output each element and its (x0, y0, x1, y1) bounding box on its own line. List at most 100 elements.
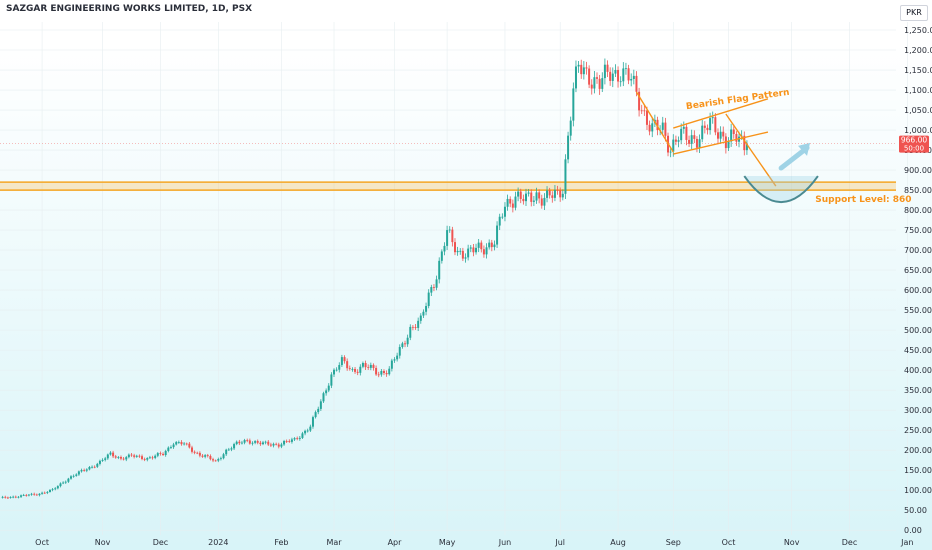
candle-body (222, 454, 225, 459)
candle-body (611, 73, 614, 81)
candle-body (719, 131, 722, 139)
candle-body (574, 66, 577, 89)
y-tick-label: 400.00 (904, 366, 932, 375)
candle-body (382, 371, 385, 374)
x-tick-label: Sep (666, 538, 681, 547)
candle-body (588, 68, 591, 85)
candle-body (114, 456, 117, 458)
candle-body (459, 250, 462, 252)
candle-body (317, 408, 320, 413)
candle-body (227, 449, 230, 451)
candle-body (488, 242, 491, 248)
candle-body (527, 192, 530, 194)
candle-body (262, 442, 264, 445)
candle-body (709, 118, 712, 131)
x-tick-label: Dec (153, 538, 168, 547)
candle-body (425, 306, 428, 312)
candle-body (338, 365, 341, 370)
candle-body (311, 417, 314, 427)
candle-body (680, 128, 683, 141)
candle-body (682, 126, 685, 129)
candle-body (590, 84, 593, 89)
candle-body (482, 249, 485, 255)
candle-body (96, 463, 99, 467)
candle-body (246, 440, 249, 441)
candle-body (490, 242, 493, 248)
candle-body (301, 433, 304, 438)
candle-body (162, 453, 165, 456)
candle-body (325, 390, 328, 394)
candle-body (556, 189, 559, 191)
candle-body (198, 452, 201, 456)
candle-body (56, 486, 59, 489)
x-tick-label: Dec (842, 538, 857, 547)
candle-body (304, 430, 307, 434)
candle-body (361, 362, 364, 367)
candle-body (59, 483, 62, 487)
candle-body (461, 250, 464, 259)
candle-body (456, 250, 459, 253)
candle-body (146, 458, 149, 460)
up-arrow-shaft (778, 145, 810, 171)
candle-body (640, 110, 643, 112)
y-tick-label: 850.00 (904, 186, 932, 195)
candle-body (714, 117, 717, 133)
candle-body (496, 225, 499, 245)
price-tag-countdown: 50:00 (904, 145, 924, 153)
candle-body (156, 453, 159, 456)
candle-body (248, 440, 251, 444)
candle-body (569, 120, 572, 136)
candle-body (693, 135, 696, 139)
projection-line (725, 113, 777, 187)
candle-body (388, 368, 391, 375)
candle-body (348, 368, 351, 370)
candle-body (467, 248, 470, 258)
y-tick-label: 600.00 (904, 286, 932, 295)
candle-body (606, 64, 609, 72)
y-tick-label: 1,000.00 (904, 126, 932, 135)
price-tag-value: 966.00 (901, 136, 927, 145)
candle-body (119, 457, 122, 459)
candlestick-series (1, 58, 748, 499)
candle-body (448, 229, 451, 231)
y-tick-label: 1,050.00 (904, 106, 932, 115)
candle-body (230, 448, 233, 450)
candle-body (498, 216, 501, 226)
candle-body (427, 292, 430, 307)
candle-body (217, 459, 220, 461)
candle-body (35, 494, 38, 496)
candle-body (711, 117, 714, 119)
candle-body (464, 257, 467, 259)
candle-body (580, 64, 583, 75)
candle-body (501, 216, 504, 218)
candle-body (104, 458, 107, 460)
candle-body (677, 140, 680, 142)
candle-body (46, 491, 49, 493)
candle-body (522, 198, 525, 202)
candle-body (511, 203, 514, 208)
candle-body (572, 88, 575, 121)
candle-body (33, 493, 36, 495)
candle-body (327, 385, 330, 391)
x-tick-label: 2024 (208, 538, 228, 547)
candle-body (340, 357, 343, 366)
candle-body (77, 471, 80, 475)
currency-button[interactable]: PKR (900, 5, 928, 21)
candle-body (730, 129, 733, 142)
candle-body (732, 129, 735, 135)
y-tick-label: 200.00 (904, 446, 932, 455)
y-tick-label: 50.00 (904, 506, 927, 515)
candle-body (240, 442, 243, 444)
candle-body (701, 125, 704, 140)
candle-body (745, 143, 748, 151)
support-level-label: Support Level: 860 (815, 195, 911, 205)
candle-body (209, 456, 212, 460)
candle-body (432, 287, 435, 288)
candle-body (80, 470, 83, 472)
candle-body (638, 91, 641, 111)
x-tick-label: Mar (326, 538, 342, 547)
candle-body (275, 443, 278, 445)
y-tick-label: 250.00 (904, 426, 932, 435)
candle-body (85, 469, 88, 471)
